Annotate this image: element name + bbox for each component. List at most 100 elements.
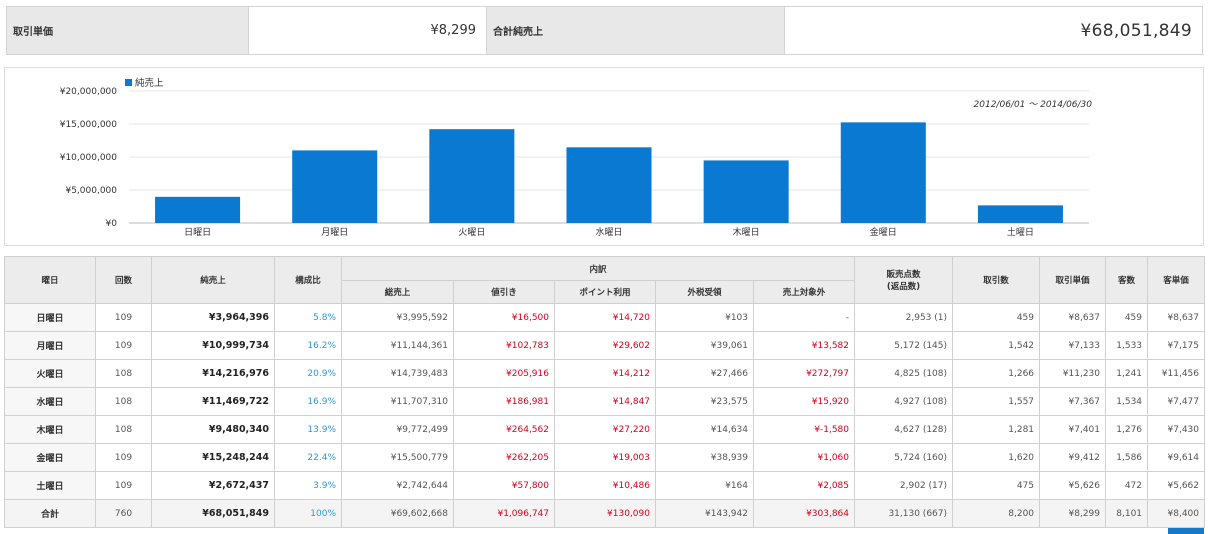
- col-discount[interactable]: 値引き: [453, 280, 555, 304]
- cell-cprice: ¥7,175: [1147, 331, 1206, 360]
- col-net-sales[interactable]: 純売上: [151, 256, 275, 304]
- cell-tax: ¥23,575: [655, 387, 754, 416]
- col-items[interactable]: 販売点数 (返品数): [854, 256, 954, 304]
- col-tax[interactable]: 外税受領: [655, 280, 754, 304]
- cell-day: 土曜日: [4, 471, 96, 500]
- cell-gross: ¥69,602,668: [341, 499, 454, 528]
- col-unit-price[interactable]: 取引単価: [1039, 256, 1107, 304]
- cell-trans: 475: [952, 471, 1041, 500]
- cell-cust: 1,241: [1105, 359, 1149, 388]
- x-tick-label: 土曜日: [1007, 226, 1034, 238]
- cell-trans: 459: [952, 303, 1041, 332]
- cell-tax: ¥14,634: [655, 415, 754, 444]
- unit-price-label: 取引単価: [7, 7, 248, 54]
- cell-cprice: ¥5,662: [1147, 471, 1206, 500]
- y-tick-label: ¥0: [106, 219, 118, 229]
- cell-cprice: ¥7,477: [1147, 387, 1206, 416]
- cell-ratio: 16.2%: [274, 331, 342, 360]
- y-tick-label: ¥15,000,000: [60, 120, 118, 130]
- cell-trans: 1,557: [952, 387, 1041, 416]
- cell-gross: ¥9,772,499: [341, 415, 454, 444]
- cell-cprice: ¥9,614: [1147, 443, 1206, 472]
- cell-points: ¥10,486: [554, 471, 656, 500]
- col-customer-price[interactable]: 客単価: [1147, 256, 1206, 304]
- col-day[interactable]: 曜日: [4, 256, 96, 304]
- bar[interactable]: [703, 160, 789, 223]
- cell-day: 火曜日: [4, 359, 96, 388]
- cell-day: 木曜日: [4, 415, 96, 444]
- cell-count: 109: [95, 303, 152, 332]
- cell-discount: ¥205,916: [453, 359, 555, 388]
- y-tick-label: ¥10,000,000: [60, 153, 118, 163]
- cell-excluded: ¥1,060: [752, 443, 856, 472]
- cell-points: ¥130,090: [554, 499, 656, 528]
- cell-discount: ¥1,096,747: [453, 499, 555, 528]
- cell-cprice: ¥8,637: [1147, 303, 1206, 332]
- cell-cust: 1,586: [1105, 443, 1149, 472]
- chart-svg: ¥20,000,000 ¥15,000,000 ¥10,000,000 ¥5,000,…: [60, 77, 1093, 238]
- cell-ratio: 16.9%: [274, 387, 342, 416]
- cell-count: 108: [95, 387, 152, 416]
- cell-count: 109: [95, 471, 152, 500]
- cell-ratio: 3.9%: [274, 471, 342, 500]
- col-ratio[interactable]: 構成比: [274, 256, 342, 304]
- cell-gross: ¥11,707,310: [341, 387, 454, 416]
- cell-excluded: ¥2,085: [752, 471, 856, 500]
- col-customers[interactable]: 客数: [1105, 256, 1149, 304]
- cell-net: ¥68,051,849: [151, 499, 275, 528]
- cell-ratio: 5.8%: [274, 303, 342, 332]
- cell-items: 4,825 (108): [854, 359, 954, 388]
- cell-count: 109: [95, 443, 152, 472]
- col-items-sub: (返品数): [886, 282, 921, 292]
- col-excluded[interactable]: 売上対象外: [752, 280, 856, 304]
- bar[interactable]: [977, 205, 1063, 223]
- cell-items: 5,172 (145): [854, 331, 954, 360]
- cell-cust: 8,101: [1105, 499, 1149, 528]
- cell-discount: ¥102,783: [453, 331, 555, 360]
- cell-tax: ¥164: [655, 471, 754, 500]
- bar[interactable]: [155, 196, 241, 223]
- bar[interactable]: [566, 147, 652, 223]
- cell-gross: ¥2,742,644: [341, 471, 454, 500]
- cell-unit: ¥5,626: [1039, 471, 1107, 500]
- cell-unit: ¥11,230: [1039, 359, 1107, 388]
- x-tick-label: 金曜日: [870, 226, 897, 238]
- legend-label: 純売上: [135, 77, 164, 89]
- table-row: 土曜日 109 ¥2,672,437 3.9% ¥2,742,644 ¥57,800 ¥10…: [4, 471, 1206, 500]
- cell-net: ¥15,248,244: [151, 443, 275, 472]
- cell-points: ¥29,602: [554, 331, 656, 360]
- cell-trans: 1,620: [952, 443, 1041, 472]
- cell-unit: ¥7,367: [1039, 387, 1107, 416]
- bar[interactable]: [292, 150, 378, 223]
- cell-trans: 1,281: [952, 415, 1041, 444]
- cell-excluded: -: [752, 303, 856, 332]
- cell-unit: ¥8,299: [1039, 499, 1107, 528]
- x-tick-label: 火曜日: [458, 227, 485, 238]
- cell-cust: 472: [1105, 471, 1149, 500]
- cell-ratio: 100%: [274, 499, 342, 528]
- cell-trans: 8,200: [952, 499, 1041, 528]
- cell-excluded: ¥303,864: [752, 499, 856, 528]
- col-transactions[interactable]: 取引数: [952, 256, 1041, 304]
- bar[interactable]: [840, 122, 926, 223]
- cell-ratio: 13.9%: [274, 415, 342, 444]
- cell-gross: ¥3,995,592: [341, 303, 454, 332]
- total-sales-label: 合計純売上: [487, 7, 784, 54]
- cell-points: ¥14,847: [554, 387, 656, 416]
- cell-count: 108: [95, 415, 152, 444]
- bar[interactable]: [429, 129, 515, 223]
- x-tick-label: 水曜日: [595, 226, 622, 238]
- cell-gross: ¥11,144,361: [341, 331, 454, 360]
- cell-net: ¥14,216,976: [151, 359, 275, 388]
- col-points[interactable]: ポイント利用: [554, 280, 656, 304]
- total-sales-value: ¥68,051,849: [784, 7, 1202, 54]
- cell-tax: ¥103: [655, 303, 754, 332]
- x-tick-label: 月曜日: [321, 227, 348, 238]
- col-count[interactable]: 回数: [95, 256, 152, 304]
- cell-cust: 1,534: [1105, 387, 1149, 416]
- cell-discount: ¥262,205: [453, 443, 555, 472]
- scroll-top-button[interactable]: [1168, 528, 1204, 534]
- table-row: 水曜日 108 ¥11,469,722 16.9% ¥11,707,310 ¥186,98…: [4, 387, 1206, 416]
- col-gross[interactable]: 総売上: [341, 280, 454, 304]
- cell-unit: ¥7,401: [1039, 415, 1107, 444]
